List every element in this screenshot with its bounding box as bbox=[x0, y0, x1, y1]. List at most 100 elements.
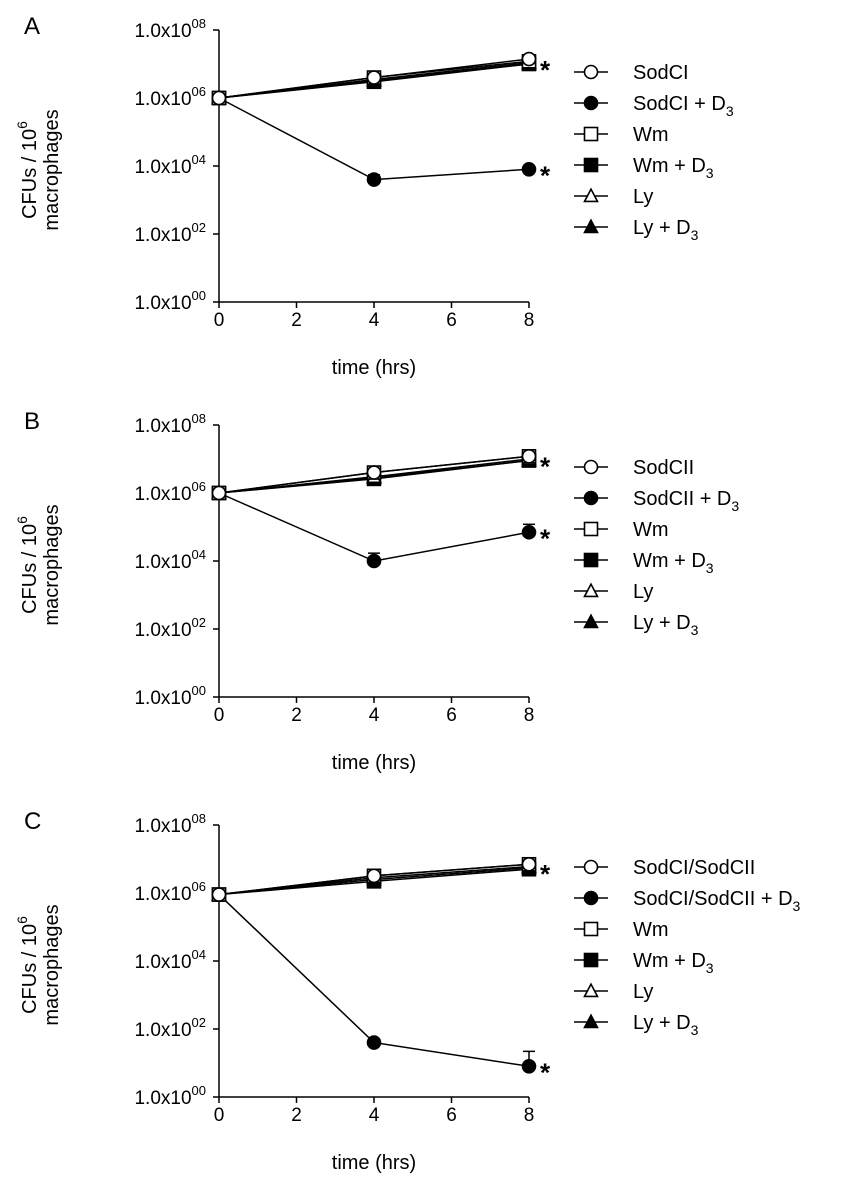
x-tick-label: 6 bbox=[446, 310, 457, 331]
data-point bbox=[211, 90, 227, 106]
legend-label: Wm bbox=[633, 124, 669, 146]
legend-marker bbox=[583, 859, 599, 875]
x-tick-label: 4 bbox=[369, 310, 380, 331]
legend-item: Wm bbox=[574, 124, 669, 146]
data-point bbox=[366, 70, 382, 85]
legend-marker bbox=[583, 921, 599, 937]
legend-marker bbox=[583, 187, 599, 203]
y-axis-title-line2: macrophages bbox=[41, 109, 63, 230]
significance-asterisk: * bbox=[540, 859, 551, 889]
legend-item: Wm bbox=[574, 519, 669, 541]
significance-asterisk: * bbox=[540, 452, 551, 482]
data-point bbox=[366, 868, 382, 884]
x-tick-label: 6 bbox=[446, 705, 457, 726]
significance-asterisk: * bbox=[540, 523, 551, 553]
significance-asterisk: * bbox=[540, 160, 551, 190]
y-tick-label: 1.0x1004 bbox=[134, 152, 206, 178]
legend-item: SodCII bbox=[574, 457, 694, 479]
legend-label: SodCI/SodCII bbox=[633, 857, 755, 879]
legend-item: Wm bbox=[574, 919, 669, 941]
legend-marker bbox=[583, 459, 599, 475]
data-point bbox=[211, 485, 227, 501]
y-tick-label: 1.0x1006 bbox=[134, 84, 206, 110]
legend-marker bbox=[583, 521, 599, 537]
significance-asterisk: * bbox=[540, 1057, 551, 1087]
y-tick-label: 1.0x1006 bbox=[134, 479, 206, 505]
significance-asterisk: * bbox=[540, 55, 551, 85]
legend-marker bbox=[583, 157, 599, 173]
data-point bbox=[521, 524, 537, 540]
x-tick-label: 6 bbox=[446, 1105, 457, 1126]
y-tick-label: 1.0x1008 bbox=[134, 411, 206, 437]
legend-item: SodCI bbox=[574, 62, 689, 84]
panel-label: B bbox=[24, 408, 40, 435]
y-axis-title-line2: macrophages bbox=[41, 504, 63, 625]
series-line bbox=[218, 97, 530, 181]
legend-item: SodCI + D3 bbox=[574, 93, 734, 119]
chart-panel-b: B 1.0x1008 1.0x1006 1.0x1004 1.0x1002 1.0x100… bbox=[14, 408, 739, 774]
legend-item: Ly + D3 bbox=[574, 1012, 699, 1038]
legend-label: SodCII + D3 bbox=[633, 488, 739, 514]
x-tick-label: 2 bbox=[291, 705, 302, 726]
legend-label: SodCI + D3 bbox=[633, 93, 734, 119]
y-axis-title: CFUs / 106 bbox=[14, 916, 41, 1014]
legend-item: Wm + D3 bbox=[574, 550, 714, 576]
y-tick-label: 1.0x1008 bbox=[134, 16, 206, 42]
y-tick-label: 1.0x1002 bbox=[134, 1015, 206, 1041]
legend-item: Ly + D3 bbox=[574, 217, 699, 243]
legend-label: SodCI bbox=[633, 62, 689, 84]
legend-label: Wm bbox=[633, 519, 669, 541]
legend-label: Wm bbox=[633, 919, 669, 941]
legend-marker bbox=[583, 952, 599, 968]
x-tick-label: 8 bbox=[524, 310, 535, 331]
legend-item: Wm + D3 bbox=[574, 155, 714, 181]
legend-item: SodCI/SodCII bbox=[574, 857, 755, 879]
legend-item: Ly bbox=[574, 981, 653, 1003]
x-tick-label: 4 bbox=[369, 1105, 380, 1126]
chart-panel-c: C 1.0x1008 1.0x1006 1.0x1004 1.0x1002 1.0x100… bbox=[14, 808, 801, 1174]
legend-marker bbox=[583, 218, 599, 234]
data-point bbox=[521, 1058, 537, 1074]
legend-item: SodCII + D3 bbox=[574, 488, 739, 514]
y-tick-label: 1.0x1000 bbox=[134, 1083, 206, 1109]
legend-label: Ly bbox=[633, 581, 653, 603]
legend-label: Ly bbox=[633, 186, 653, 208]
legend-label: Ly + D3 bbox=[633, 612, 699, 638]
legend-marker bbox=[583, 95, 599, 111]
legend-label: SodCI/SodCII + D3 bbox=[633, 888, 801, 914]
legend-marker bbox=[583, 552, 599, 568]
legend-marker bbox=[583, 126, 599, 142]
data-point bbox=[366, 172, 382, 187]
legend-item: Ly bbox=[574, 581, 653, 603]
y-tick-label: 1.0x1006 bbox=[134, 879, 206, 905]
legend-marker bbox=[583, 613, 599, 629]
legend-marker bbox=[583, 64, 599, 80]
data-point bbox=[366, 553, 382, 569]
x-axis-title: time (hrs) bbox=[332, 1152, 416, 1174]
y-axis-title: CFUs / 106 bbox=[14, 121, 41, 219]
legend-item: SodCI/SodCII + D3 bbox=[574, 888, 801, 914]
y-tick-label: 1.0x1000 bbox=[134, 683, 206, 709]
data-point bbox=[521, 51, 537, 67]
x-tick-label: 4 bbox=[369, 705, 380, 726]
legend-marker bbox=[583, 582, 599, 598]
data-point bbox=[521, 856, 537, 872]
legend-marker bbox=[583, 1013, 599, 1029]
data-point bbox=[366, 1035, 382, 1050]
y-tick-label: 1.0x1002 bbox=[134, 220, 206, 246]
x-tick-label: 8 bbox=[524, 705, 535, 726]
legend-label: SodCII bbox=[633, 457, 694, 479]
legend-label: Wm + D3 bbox=[633, 550, 714, 576]
legend-marker bbox=[583, 490, 599, 506]
data-point bbox=[521, 449, 537, 464]
data-point bbox=[366, 465, 382, 480]
x-tick-label: 0 bbox=[214, 705, 225, 726]
y-tick-label: 1.0x1008 bbox=[134, 811, 206, 837]
y-tick-label: 1.0x1004 bbox=[134, 947, 206, 973]
data-point bbox=[521, 161, 537, 177]
y-tick-label: 1.0x1000 bbox=[134, 288, 206, 314]
legend-marker bbox=[583, 982, 599, 998]
y-axis-title: CFUs / 106 bbox=[14, 516, 41, 614]
y-tick-label: 1.0x1002 bbox=[134, 615, 206, 641]
legend-label: Wm + D3 bbox=[633, 950, 714, 976]
